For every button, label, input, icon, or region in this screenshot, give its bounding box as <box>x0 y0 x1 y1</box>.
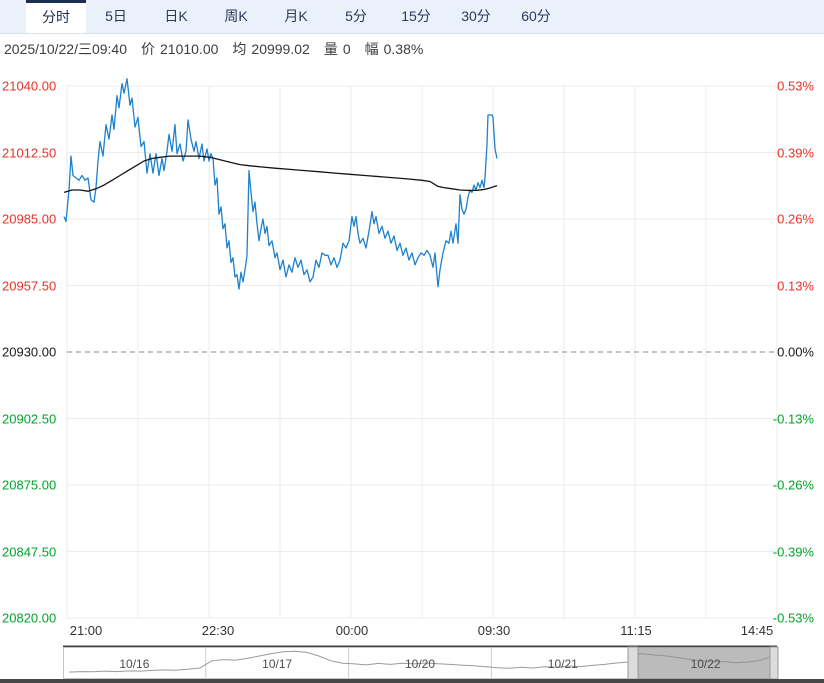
tab-daily-k[interactable]: 日K <box>164 8 188 24</box>
navigator-date-label: 10/22 <box>690 657 721 671</box>
range-value: 0.38% <box>383 41 424 57</box>
x-axis-time-label: 22:30 <box>201 623 235 638</box>
average-line <box>63 155 498 194</box>
x-axis-time-label: 00:00 <box>335 623 369 638</box>
tab-15min[interactable]: 15分 <box>401 8 431 24</box>
quote-price: 价 21010.00 <box>141 39 218 59</box>
price-line <box>63 78 498 290</box>
x-axis-time-label: 21:00 <box>69 623 103 638</box>
navigator-selection-box[interactable] <box>638 647 770 679</box>
navigator-left-handle[interactable] <box>627 646 639 680</box>
navigator-date-label: 10/21 <box>547 657 578 671</box>
y-axis-price-label: 20820.00 <box>2 610 57 626</box>
navigator-top-border <box>63 645 777 648</box>
avg-value: 20999.02 <box>251 41 310 57</box>
navigator-date-label: 10/16 <box>119 657 150 671</box>
y-axis-percent-label: 0.53% <box>777 78 814 94</box>
quote-average: 均 20999.02 <box>232 39 309 59</box>
y-axis-percent-label: -0.53% <box>772 610 814 626</box>
x-axis-time-label: 11:15 <box>620 623 652 638</box>
y-axis-price-label: 20875.00 <box>2 477 57 493</box>
y-axis-percent-label: 0.39% <box>777 145 814 160</box>
navigator-date-label: 10/17 <box>262 657 293 671</box>
y-axis-percent-label: -0.13% <box>772 411 814 426</box>
quote-range: 幅 0.38% <box>365 39 424 59</box>
navigator-date-label: 10/20 <box>404 657 436 671</box>
x-axis-time-label: 14:45 <box>740 623 774 638</box>
y-axis-price-label: 20930.00 <box>2 344 57 360</box>
x-axis-time-label: 09:30 <box>477 623 511 638</box>
y-axis-percent-label: 0.00% <box>777 344 814 360</box>
bottom-divider-bar <box>0 679 824 683</box>
volume-label: 量 <box>323 41 338 57</box>
tab-30min[interactable]: 30分 <box>461 8 491 24</box>
y-axis-price-label: 21012.50 <box>2 145 57 160</box>
y-axis-percent-label: 0.13% <box>777 278 814 293</box>
y-axis-price-label: 20902.50 <box>2 411 57 426</box>
tab-5day[interactable]: 5日 <box>105 8 127 24</box>
navigator-right-handle[interactable] <box>769 646 779 680</box>
price-value: 21010.00 <box>160 41 219 57</box>
tab-5min[interactable]: 5分 <box>345 8 367 24</box>
chart-plot-area[interactable] <box>67 66 777 618</box>
y-axis-percent-label: 0.26% <box>777 211 814 227</box>
y-axis-price-label: 21040.00 <box>2 78 57 94</box>
quote-datetime: 2025/10/22/三09:40 <box>4 41 127 57</box>
avg-label: 均 <box>232 41 247 57</box>
y-axis-price-label: 20985.00 <box>2 211 57 227</box>
volume-value: 0 <box>342 41 351 57</box>
tab-60min[interactable]: 60分 <box>521 8 551 24</box>
range-label: 幅 <box>364 41 379 57</box>
price-label: 价 <box>141 41 155 57</box>
y-axis-percent-label: -0.26% <box>772 477 814 493</box>
y-axis-price-label: 20847.50 <box>2 544 57 559</box>
tab-fenshi[interactable]: 分时 <box>26 0 86 33</box>
tab-monthly-k[interactable]: 月K <box>284 8 308 24</box>
y-axis-price-label: 20957.50 <box>2 278 57 293</box>
y-axis-percent-label: -0.39% <box>772 544 814 559</box>
tab-weekly-k[interactable]: 周K <box>224 8 248 24</box>
period-tabbar: 分时 5日 日K 周K 月K 5分 15分 30分 60分 <box>0 0 824 34</box>
